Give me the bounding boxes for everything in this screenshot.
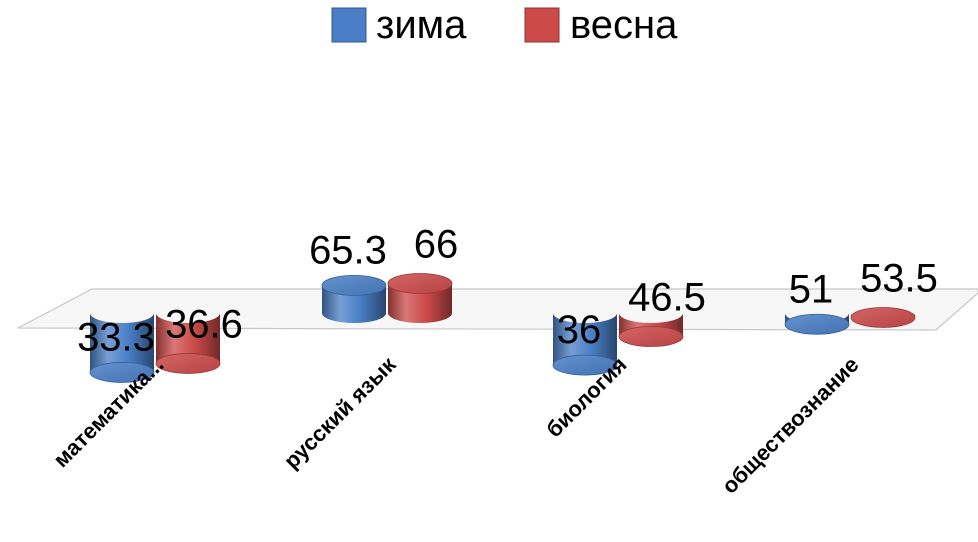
- data-label: 36: [557, 308, 602, 352]
- bar-3-0: [784, 313, 850, 335]
- legend: зима весна: [331, 3, 678, 47]
- legend-label: весна: [570, 3, 678, 47]
- category-label: русский язык: [279, 351, 401, 473]
- cylinder-body: [156, 313, 220, 364]
- data-label: 36.6: [165, 302, 243, 346]
- cylinder-body: [322, 285, 386, 323]
- bar-0-0: [89, 313, 155, 383]
- data-label: 51: [789, 267, 834, 311]
- bars: [89, 273, 916, 383]
- cylinder-body: [388, 283, 452, 323]
- cylinder-top: [552, 354, 618, 376]
- cylinder-top: [618, 326, 684, 347]
- legend-swatch: [524, 7, 560, 43]
- data-label: 46.5: [628, 276, 706, 320]
- cylinder-top: [387, 273, 453, 294]
- legend-swatch: [331, 7, 367, 43]
- data-label: 53.5: [860, 256, 938, 300]
- legend-item-vesna: весна: [524, 3, 678, 47]
- bar-1-0: [321, 274, 387, 323]
- legend-label: зима: [376, 3, 467, 47]
- cylinder-body: [90, 313, 154, 373]
- category-label: обществознание: [717, 352, 864, 499]
- category-labels: математика... русский язык биология обществ…: [48, 351, 863, 498]
- bar-3-1: [850, 307, 916, 328]
- cylinder-top: [321, 274, 387, 296]
- floor-plane: [17, 288, 978, 331]
- data-label: 65.3: [309, 228, 387, 272]
- cylinder-body: [553, 313, 617, 366]
- bar-1-1: [387, 273, 453, 323]
- data-label: 66: [414, 222, 459, 266]
- cylinder-top: [850, 307, 916, 328]
- cylinder-top: [89, 362, 155, 383]
- bar-2-1: [618, 313, 684, 347]
- legend-item-zima: зима: [331, 3, 467, 47]
- data-label: 33.3: [77, 315, 155, 359]
- bar-2-0: [552, 313, 618, 376]
- data-labels: 33.3 36.6 65.3 66 36 46.5 51 53.5: [77, 222, 938, 359]
- cylinder-top: [155, 353, 221, 374]
- chart-floor: [17, 288, 978, 331]
- cylinder-top: [784, 313, 850, 335]
- bar-0-1: [155, 313, 221, 374]
